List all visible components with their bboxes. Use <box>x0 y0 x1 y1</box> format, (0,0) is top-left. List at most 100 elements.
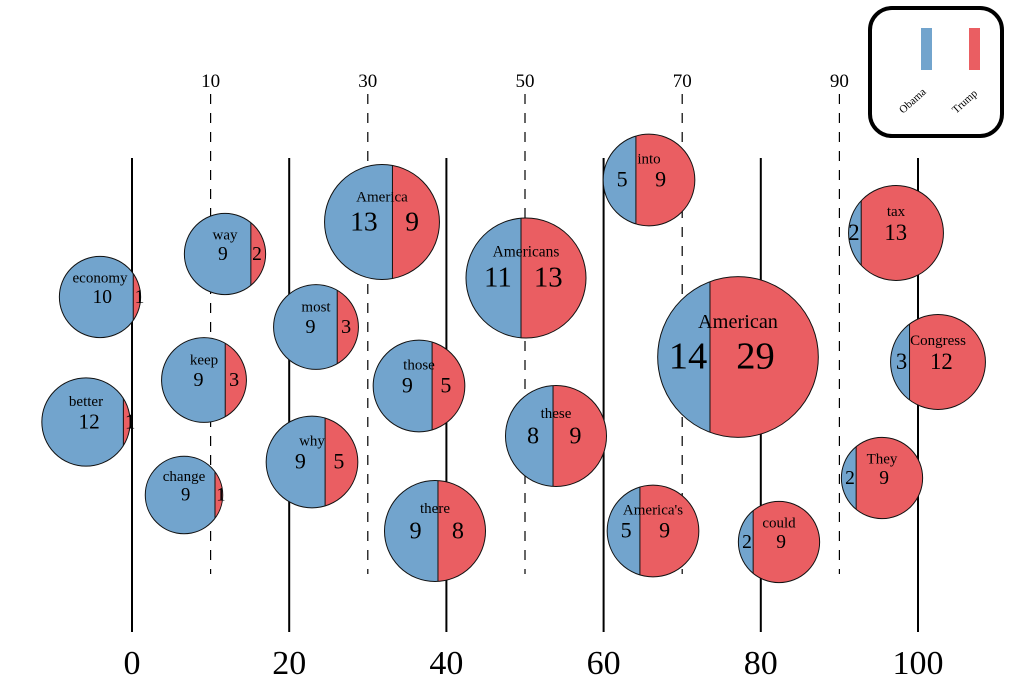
bubble-obama-count: 9 <box>193 369 203 391</box>
tick-label-70: 70 <box>673 71 692 92</box>
bubble-trump-count: 8 <box>452 517 464 544</box>
tick-label-50: 50 <box>516 71 535 92</box>
bubble-outline <box>41 377 131 467</box>
tick-label-90: 90 <box>830 71 849 92</box>
bubble-outline <box>504 384 608 488</box>
bubble-trump-segment <box>123 377 131 467</box>
bubble-trump-segment <box>133 256 141 338</box>
bubble-obama-count: 5 <box>617 167 628 192</box>
bubble-trump-count: 5 <box>440 373 451 398</box>
bubble-into: into 5 9 <box>602 133 696 227</box>
bubble-word-label: most <box>301 300 331 316</box>
bubble-trump-count: 9 <box>776 532 786 553</box>
bubble-could: could 2 9 <box>737 500 821 584</box>
bubble-obama-count: 2 <box>845 468 855 489</box>
bubble-trump-count: 3 <box>341 316 351 338</box>
legend-swatch-trump <box>969 28 980 70</box>
bubble-word-label: there <box>420 501 450 517</box>
bubble-word-label: way <box>213 227 238 243</box>
bubble-trump-count: 13 <box>884 220 907 245</box>
bubble-american: American 14 29 <box>657 276 819 438</box>
bubble-obama-count: 3 <box>896 349 907 374</box>
bubble-outline <box>372 339 466 433</box>
bubble-obama-segment <box>41 377 124 467</box>
bubble-obama-segment <box>59 256 134 338</box>
bubble-obama-count: 2 <box>848 220 859 245</box>
bubble-trump-count: 29 <box>736 336 775 378</box>
bubble-word-label: American <box>698 311 778 333</box>
bubble-obama-count: 2 <box>742 532 752 553</box>
bubble-outline <box>383 479 487 583</box>
bubble-obama-count: 13 <box>350 205 378 236</box>
tick-label-80: 80 <box>744 645 778 682</box>
bubble-americas: America's5 9 <box>606 484 700 578</box>
bubble-obama-count: 12 <box>79 409 100 433</box>
bubble-word-label: tax <box>887 204 906 220</box>
bubble-outline <box>58 255 142 339</box>
bubble-word-label: America's <box>623 502 683 518</box>
legend: Obama Trump <box>868 6 1004 138</box>
bubble-outline <box>606 484 700 578</box>
bubble-word-label: why <box>299 433 325 449</box>
bubble-trump-count: 5 <box>333 449 344 474</box>
bubble-word-label: They <box>867 451 898 467</box>
bubble-obama-segment <box>184 213 251 295</box>
bubble-outline <box>144 455 224 535</box>
tick-label-60: 60 <box>587 645 621 682</box>
bubble-outline <box>737 500 821 584</box>
bubble-outline <box>657 276 819 438</box>
bubble-trump-count: 9 <box>879 468 889 489</box>
bubble-trump-count: 13 <box>534 262 563 294</box>
bubble-outline <box>465 217 587 339</box>
bubble-obama-count: 11 <box>484 262 512 294</box>
bubble-trump-segment <box>753 501 820 583</box>
bubble-outline <box>324 164 440 280</box>
bubble-outline <box>840 436 924 520</box>
bubble-obama-count: 9 <box>181 485 190 506</box>
bubble-word-label: Americans <box>493 243 560 260</box>
bubble-trump-count: 3 <box>229 369 239 391</box>
bubble-obama-count: 9 <box>295 449 306 474</box>
bubble-they: They 2 9 <box>840 436 924 520</box>
bubble-outline <box>602 133 696 227</box>
bubble-americans: Americans 11 13 <box>465 217 587 339</box>
bubble-word-label: these <box>541 406 572 422</box>
axis-layer: 0 20 40 60 80 100 10 30 50 70 90 <box>124 71 944 682</box>
bubble-obama-count: 8 <box>527 422 539 449</box>
bubble-trump-count: 12 <box>930 349 953 374</box>
tick-label-40: 40 <box>429 645 463 682</box>
bubble-trump-count: 1 <box>125 409 136 433</box>
legend-swatch-obama <box>921 28 932 70</box>
bubble-trump-count: 1 <box>216 485 225 506</box>
bubble-outline <box>890 314 986 410</box>
tick-label-10: 10 <box>201 71 220 92</box>
bubble-word-label: those <box>403 357 435 373</box>
bubble-trump-segment <box>214 456 223 534</box>
bubble-word-label: economy <box>73 270 128 286</box>
bubble-trump-count: 9 <box>569 422 581 449</box>
bubble-word-label: keep <box>190 353 218 369</box>
bubble-word-label: America <box>356 189 408 205</box>
bubble-obama-count: 14 <box>669 336 708 378</box>
bubble-obama-segment <box>145 456 215 534</box>
bubble-trump-count: 9 <box>659 518 670 543</box>
bubble-outline <box>273 284 359 370</box>
bubble-outline <box>161 337 247 423</box>
bubble-trump-count: 9 <box>405 205 419 236</box>
bubble-obama-count: 10 <box>92 287 112 308</box>
bubble-trump-segment <box>856 437 923 519</box>
bubble-obama-count: 9 <box>218 244 228 265</box>
